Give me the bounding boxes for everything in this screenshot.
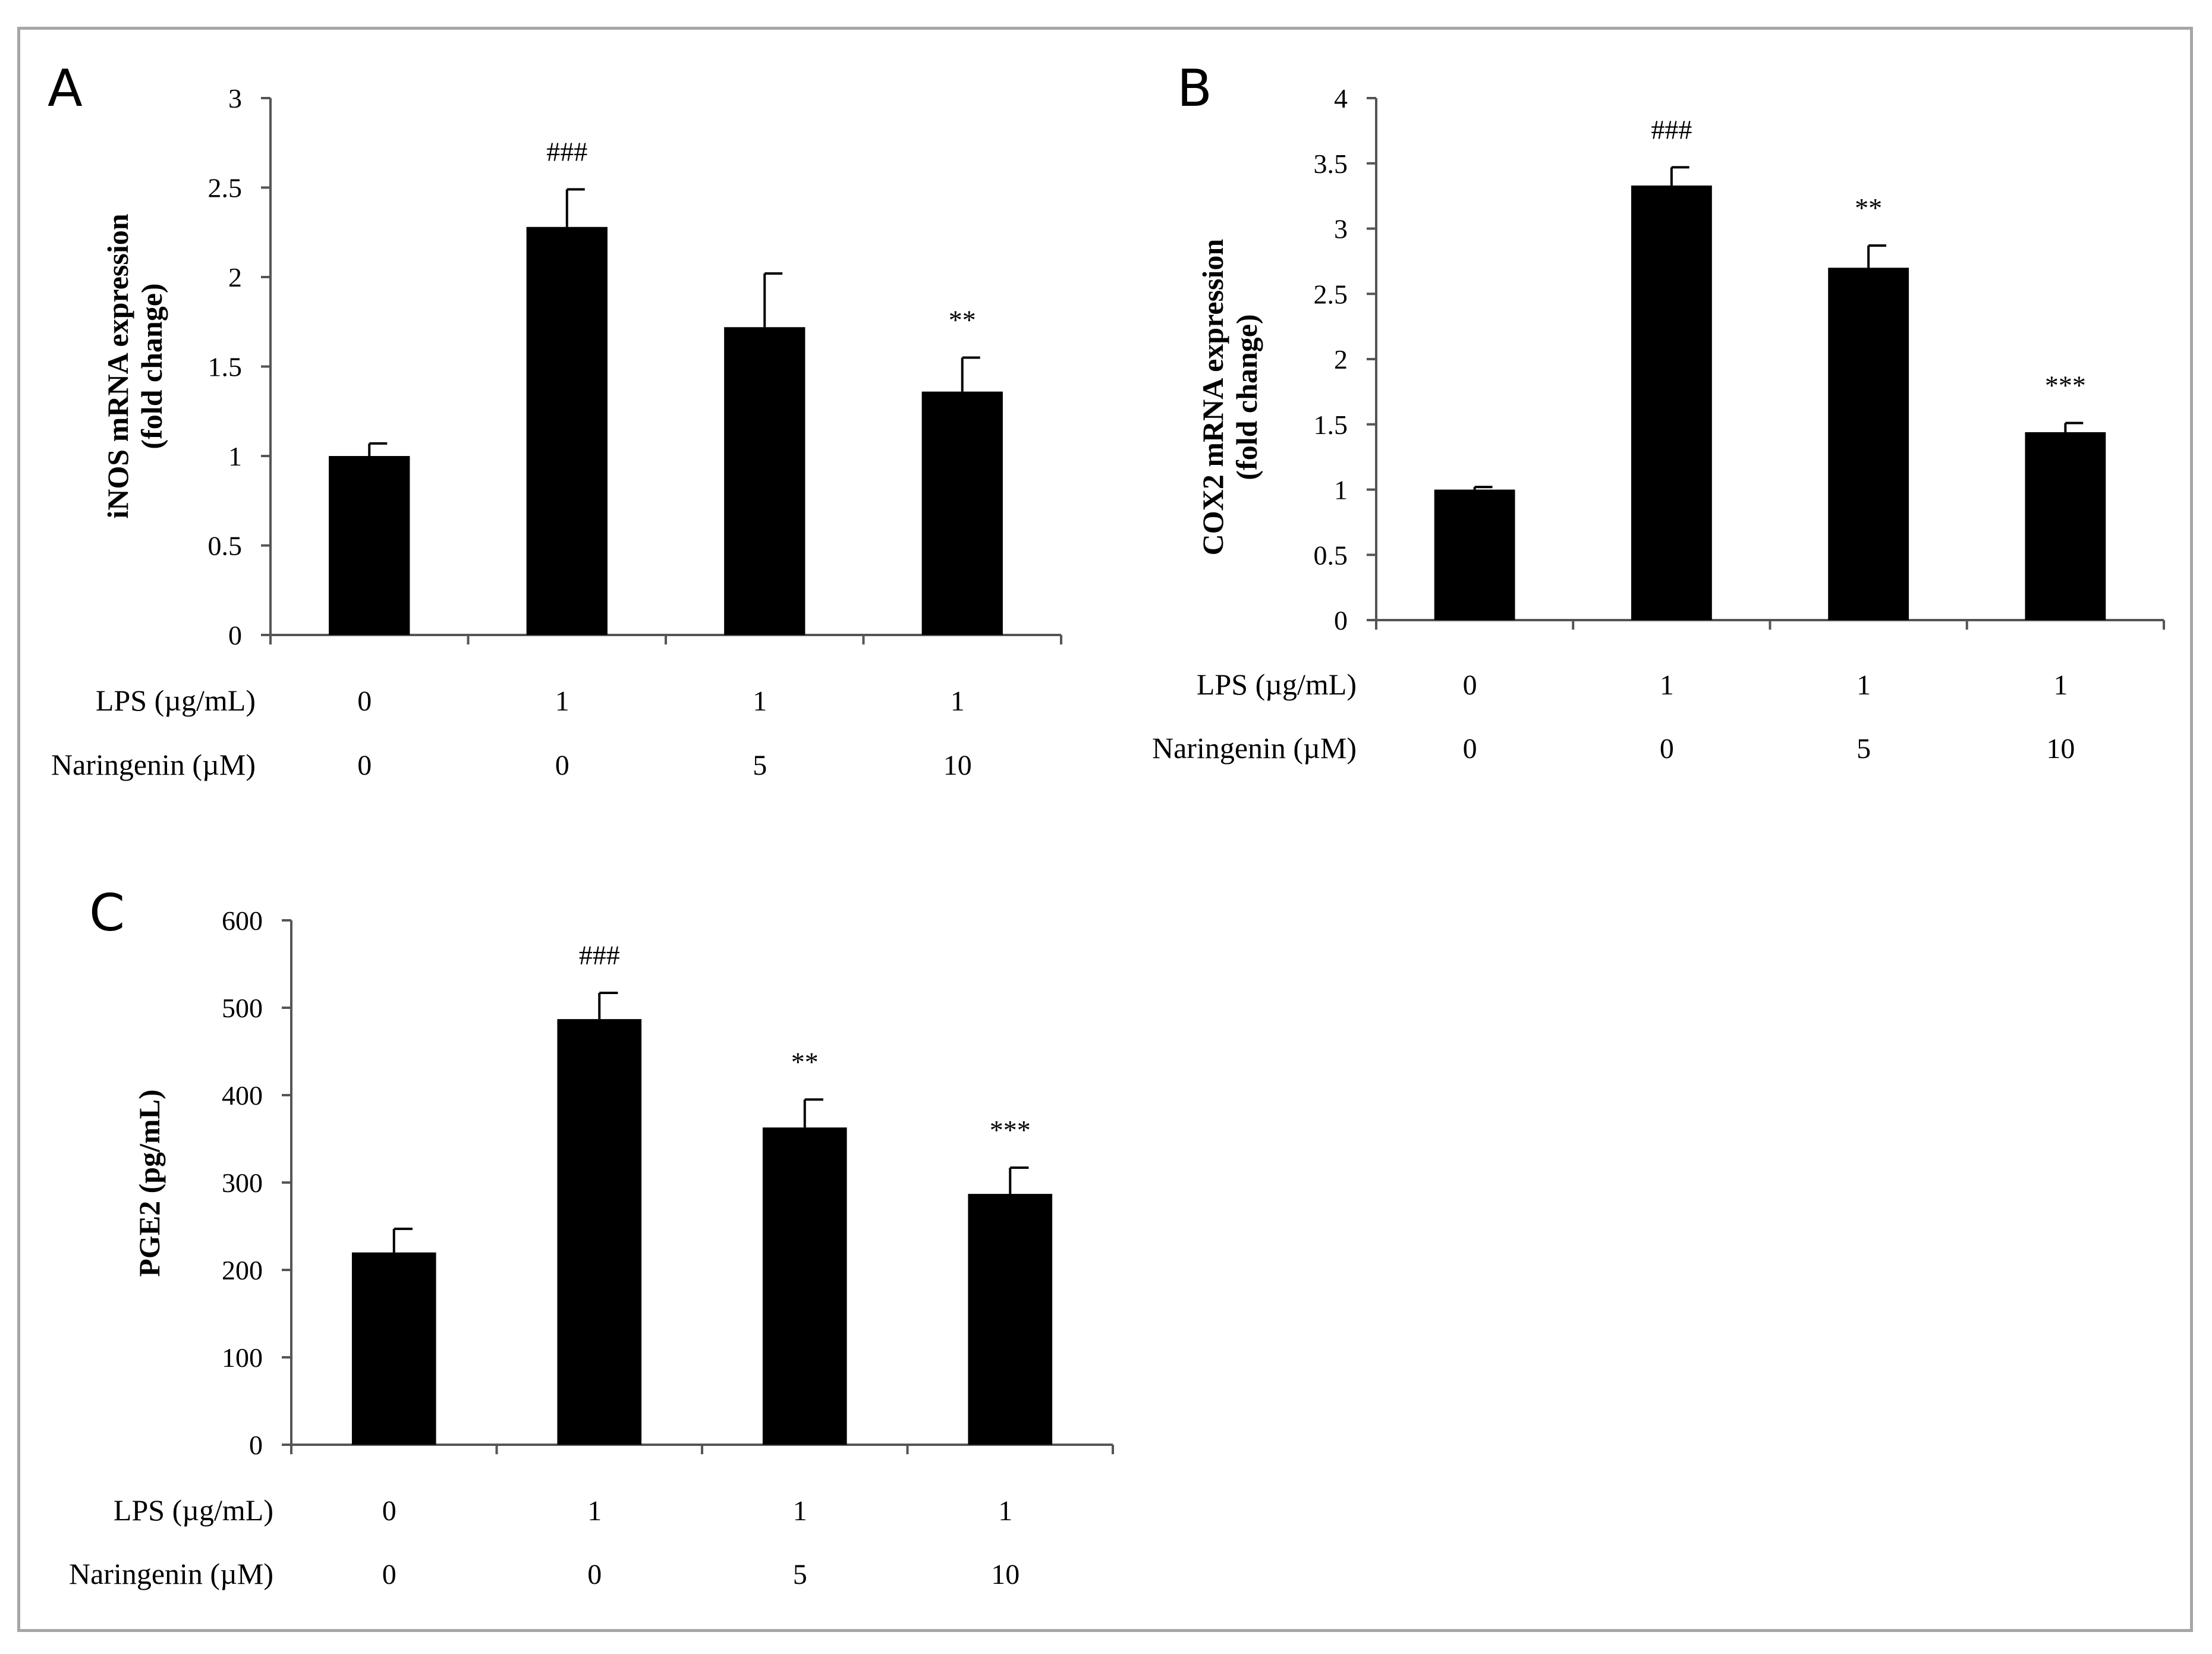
condition-row-label: LPS (µg/mL) <box>1197 668 1357 701</box>
condition-value: 1 <box>1857 669 1871 701</box>
y-tick-label: 0 <box>249 1430 263 1460</box>
panel-label: B <box>1177 59 1212 118</box>
y-tick-label: 1.5 <box>1314 410 1348 440</box>
y-tick-label: 300 <box>222 1168 263 1198</box>
condition-value: 1 <box>793 1495 807 1527</box>
y-axis-title: iNOS mRNA expression <box>101 213 134 518</box>
y-tick-label: 100 <box>222 1342 263 1373</box>
condition-row-label: Naringenin (µM) <box>1152 731 1357 765</box>
bar <box>351 1252 436 1445</box>
y-tick-label: 200 <box>222 1255 263 1285</box>
condition-value: 1 <box>753 686 767 717</box>
condition-value: 0 <box>1463 733 1477 765</box>
y-tick-label: 0.5 <box>1314 540 1348 570</box>
condition-value: 0 <box>357 750 372 781</box>
significance-marker: *** <box>990 1115 1031 1145</box>
significance-marker: ** <box>791 1046 819 1077</box>
y-tick-label: 2.5 <box>208 173 243 203</box>
y-tick-label: 3 <box>228 83 242 114</box>
y-tick-label: 0 <box>1334 605 1348 636</box>
condition-value: 1 <box>951 686 965 717</box>
figure-frame <box>17 27 2193 1632</box>
y-tick-label: 2.5 <box>1314 279 1348 309</box>
y-tick-label: 2 <box>1334 344 1348 375</box>
y-tick-label: 3 <box>1334 214 1348 244</box>
bar <box>329 456 410 635</box>
y-tick-label: 4 <box>1334 83 1348 114</box>
bar <box>724 327 805 635</box>
condition-value: 10 <box>943 750 972 781</box>
y-tick-label: 500 <box>222 993 263 1023</box>
condition-value: 0 <box>382 1495 397 1527</box>
condition-value: 1 <box>587 1495 602 1527</box>
bar <box>921 391 1003 635</box>
condition-value: 10 <box>991 1559 1020 1590</box>
y-tick-label: 1 <box>228 441 242 471</box>
panel-label: A <box>48 59 83 118</box>
bar <box>526 227 608 636</box>
y-axis-title-line2: (fold change) <box>135 283 168 449</box>
condition-value: 5 <box>793 1559 807 1590</box>
condition-value: 0 <box>357 686 372 717</box>
bar <box>2025 432 2106 620</box>
significance-marker: ### <box>1651 114 1692 144</box>
y-tick-label: 0 <box>228 620 242 650</box>
y-axis-title-line2: (fold change) <box>1230 314 1263 480</box>
y-tick-label: 0.5 <box>208 531 243 561</box>
condition-value: 0 <box>555 750 569 781</box>
y-tick-label: 3.5 <box>1314 149 1348 179</box>
bar <box>1828 268 1909 621</box>
bar <box>968 1194 1053 1445</box>
y-tick-label: 2 <box>228 262 242 293</box>
condition-value: 0 <box>1463 669 1477 701</box>
condition-value: 0 <box>587 1559 602 1590</box>
bar <box>557 1019 642 1445</box>
condition-value: 1 <box>555 686 569 717</box>
panel-label: C <box>89 883 125 943</box>
y-tick-label: 1 <box>1334 475 1348 505</box>
condition-row-label: Naringenin (µM) <box>51 748 256 781</box>
condition-value: 1 <box>998 1495 1012 1527</box>
condition-value: 5 <box>753 750 767 781</box>
y-axis-title: COX2 mRNA expression <box>1196 239 1229 556</box>
y-tick-label: 600 <box>222 905 263 936</box>
significance-marker: *** <box>2045 370 2086 401</box>
bar <box>1631 185 1712 620</box>
significance-marker: ** <box>1855 193 1882 223</box>
condition-value: 0 <box>1660 733 1674 765</box>
y-axis-title: PGE2 (pg/mL) <box>133 1089 166 1276</box>
significance-marker: ** <box>949 304 976 335</box>
condition-value: 1 <box>1660 669 1674 701</box>
condition-row-label: LPS (µg/mL) <box>96 684 256 717</box>
condition-value: 5 <box>1857 733 1871 765</box>
condition-value: 0 <box>382 1559 397 1590</box>
condition-row-label: LPS (µg/mL) <box>114 1493 273 1527</box>
condition-value: 10 <box>2046 733 2075 765</box>
condition-value: 1 <box>2053 669 2068 701</box>
y-tick-label: 1.5 <box>208 352 243 382</box>
y-tick-label: 400 <box>222 1080 263 1111</box>
significance-marker: ### <box>579 940 620 970</box>
significance-marker: ### <box>546 137 587 167</box>
bar <box>762 1127 847 1445</box>
condition-row-label: Naringenin (µM) <box>69 1557 273 1590</box>
bar <box>1434 489 1515 620</box>
